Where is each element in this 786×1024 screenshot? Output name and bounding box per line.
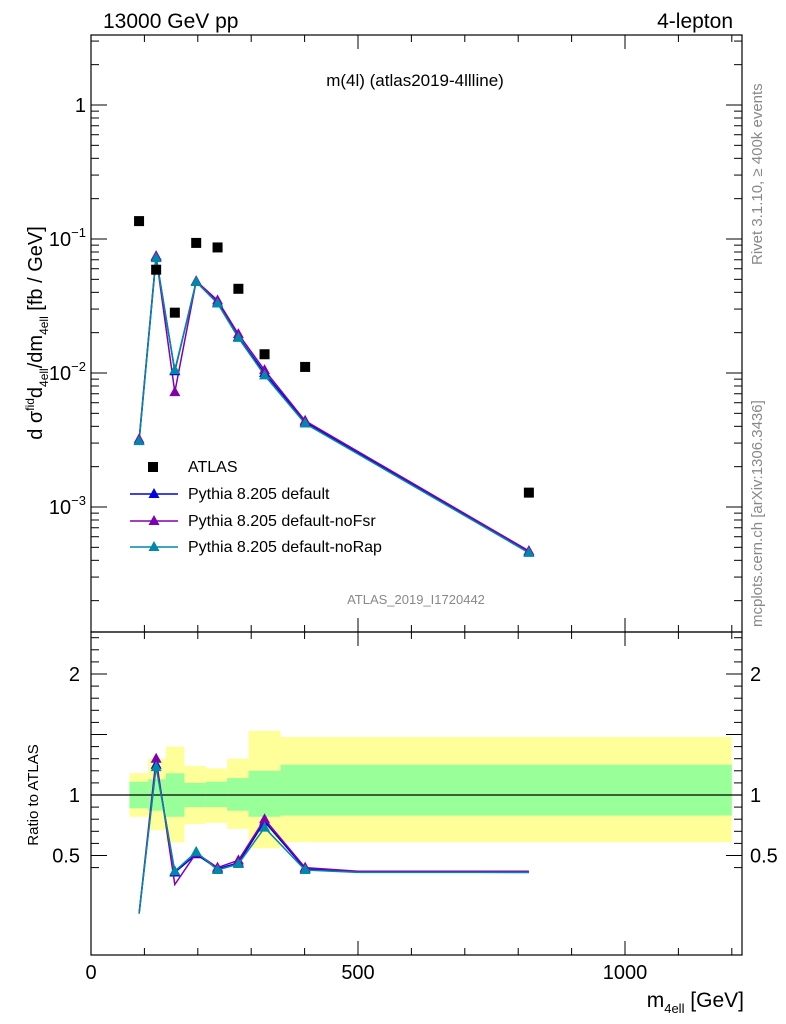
ratio-series-marker-2 <box>212 864 224 875</box>
legend-atlas-label: ATLAS <box>188 459 238 476</box>
legend-norap-label: Pythia 8.205 default-noRap <box>188 539 382 556</box>
rivet-label: Rivet 3.1.10, ≥ 400k events <box>749 83 766 265</box>
legend-nofsr-marker <box>148 515 160 525</box>
ratio-y-tick-label: 2 <box>69 664 80 686</box>
legend-default-marker <box>148 488 160 498</box>
main-y-tick-label: 1 <box>75 95 86 117</box>
main-y-tick-label: 10−3 <box>49 493 86 519</box>
ratio-series-marker-2 <box>299 864 311 875</box>
legend-norap-marker <box>148 541 160 551</box>
atlas-data-point <box>523 487 534 498</box>
ratio-series-marker-1 <box>150 752 162 763</box>
atlas-data-point <box>169 307 180 318</box>
atlas-data-point <box>191 237 202 248</box>
main-y-tick-label: 10−2 <box>49 359 86 385</box>
atlas-data-point <box>151 264 162 275</box>
main-y-axis-label: d σfidd4ell/dm4ell [fb / GeV] <box>23 226 51 440</box>
mc-series-marker-3 <box>169 364 181 375</box>
header-left: 13000 GeV pp <box>103 10 238 33</box>
x-tick-label: 1000 <box>603 962 648 984</box>
ratio-y-axis-label: Ratio to ATLAS <box>25 744 42 845</box>
mc-series-line-2 <box>138 255 530 552</box>
x-tick-label: 500 <box>341 962 374 984</box>
ratio-green-band <box>248 770 281 817</box>
ratio-y-tick-label: 1 <box>69 785 80 807</box>
atlas-data-point <box>233 283 244 294</box>
mc-series-marker-3 <box>523 546 535 557</box>
ratio-y-tick-label-right: 2 <box>750 664 761 686</box>
mc-series-marker-2 <box>169 386 181 397</box>
ratio-plot-panel: Ratio to ATLAS 0.5 0.5 1 1 2 2 0 500 1000 m4ell … <box>25 631 778 1016</box>
ratio-series-marker-2 <box>259 821 271 832</box>
atlas-data-point <box>212 242 223 253</box>
ratio-green-band <box>205 781 228 808</box>
x-axis-label: m4ell [GeV] <box>647 989 744 1016</box>
legend-atlas-marker <box>148 462 158 472</box>
mc-series-marker-2 <box>259 364 271 375</box>
ratio-y-tick-label-right: 0.5 <box>750 846 778 868</box>
ratio-series-marker-1 <box>259 813 271 824</box>
legend: ATLAS Pythia 8.205 default Pythia 8.205 … <box>130 459 382 556</box>
mc-series-marker-3 <box>259 369 271 380</box>
mc-series-marker-3 <box>190 275 202 286</box>
main-plot-panel: m(4l) (atlas2019-4llline) ATLAS_2019_I17… <box>23 34 743 633</box>
legend-default-label: Pythia 8.205 default <box>188 486 330 503</box>
ratio-frame <box>90 631 743 956</box>
mc-series-marker-3 <box>299 417 311 428</box>
header-right: 4-lepton <box>657 10 733 33</box>
ratio-series-marker-2 <box>169 865 181 876</box>
mc-series-line-3 <box>138 257 530 554</box>
mc-series-marker-3 <box>133 435 145 446</box>
atlas-data-point <box>300 361 311 372</box>
analysis-watermark: ATLAS_2019_I1720442 <box>347 592 485 607</box>
main-y-tick-label: 10−1 <box>49 225 86 251</box>
atlas-data-point <box>134 216 145 227</box>
legend-nofsr-label: Pythia 8.205 default-noFsr <box>188 513 376 530</box>
ratio-series-marker-2 <box>150 761 162 772</box>
mc-series-marker-3 <box>232 331 244 342</box>
ratio-series-marker-2 <box>190 845 202 856</box>
ratio-series-marker-2 <box>232 857 244 868</box>
plot-title: m(4l) (atlas2019-4llline) <box>326 71 504 90</box>
ratio-green-band <box>280 764 732 816</box>
ratio-y-tick-label-right: 1 <box>750 785 761 807</box>
mc-series-marker-3 <box>212 297 224 308</box>
x-tick-label: 0 <box>85 962 96 984</box>
mc-series-marker-3 <box>150 252 162 263</box>
ratio-green-band <box>227 778 249 811</box>
ratio-series-line-2 <box>138 767 529 914</box>
ratio-y-tick-label: 0.5 <box>52 846 80 868</box>
atlas-data-point <box>259 349 270 360</box>
mcplots-label: mcplots.cern.ch [arXiv:1306.3436] <box>749 400 766 627</box>
mc-series-line-1 <box>138 256 530 553</box>
